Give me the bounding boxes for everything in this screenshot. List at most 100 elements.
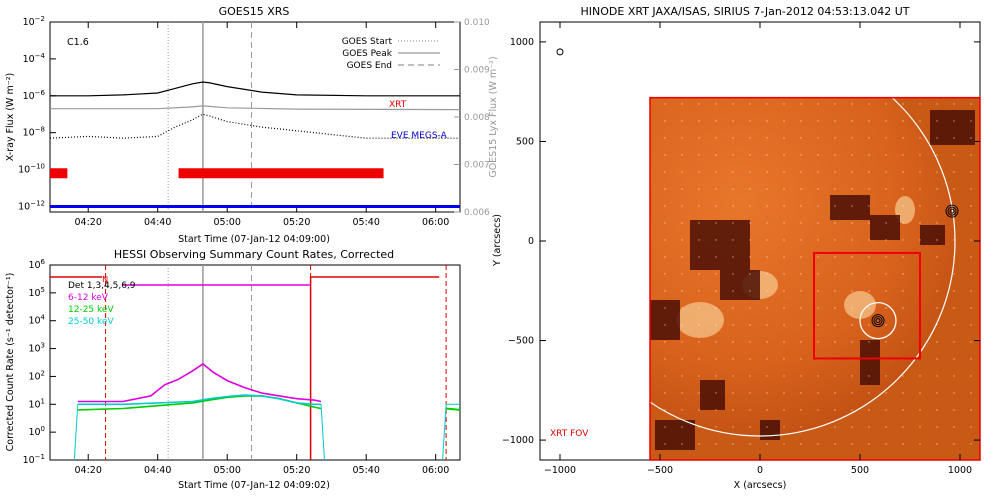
goes-plot-frame xyxy=(49,21,461,213)
xrt-x-tick-label: −1000 xyxy=(544,465,576,476)
goes-legend-label: GOES Start xyxy=(342,37,393,47)
goes-y2-label: GOES15 Lyx Flux (W m⁻²) xyxy=(488,56,499,177)
source-circle xyxy=(859,301,897,340)
hessi-y-tick-label: 10−1 xyxy=(23,453,45,466)
xrt-x-tick-label: 500 xyxy=(851,465,869,476)
hessi-legend: Det 1,3,4,5,6,9 6-12 keV 12-25 keV 25-50 ke… xyxy=(68,281,136,327)
hessi-legend-label: 12-25 keV xyxy=(68,305,114,315)
goes-y2-axis: 0.010 0.009 0.008 0.007 0.006 xyxy=(454,18,490,218)
hessi-gap-edge xyxy=(320,404,325,461)
hessi-x-tick-label: 05:20 xyxy=(283,465,310,476)
goes-y2-tick-label: 0.007 xyxy=(464,161,490,171)
goes-x-label: Start Time (07-Jan-12 04:09:00) xyxy=(178,234,330,245)
hessi-x-tick-label: 05:40 xyxy=(352,465,379,476)
hessi-series-line xyxy=(77,395,322,411)
hessi-x-label: Start Time (07-Jan-12 04:09:02) xyxy=(178,480,330,491)
hessi-green-tail xyxy=(446,407,461,411)
hessi-legend-label: 25-50 keV xyxy=(68,317,114,327)
goes-x-tick-label: 04:40 xyxy=(144,217,171,228)
solar-limb xyxy=(650,97,956,437)
xrt-title: HINODE XRT JAXA/ISAS, SIRIUS 7-Jan-2012 … xyxy=(581,5,910,18)
hessi-x-tick-label: 06:00 xyxy=(422,465,449,476)
xrt-x-axis: −1000 −500 0 500 1000 xyxy=(544,22,972,476)
xrt-sub-box xyxy=(813,251,921,360)
xrt-y-tick-label: 0 xyxy=(528,236,534,247)
hessi-panel: HESSI Observing Summary Count Rates, Cor… xyxy=(5,248,461,491)
xrt-fov-box xyxy=(649,96,981,461)
hessi-y-tick-label: 106 xyxy=(28,258,45,271)
xrt-solar-image xyxy=(556,48,981,461)
xrt-x-tick-label: 1000 xyxy=(948,465,972,476)
goes-y-tick-label: 10−6 xyxy=(23,89,46,102)
xrt-y-axis: 1000 500 0 −500 −1000 xyxy=(502,37,980,446)
goes-x-axis: 04:20 04:40 05:00 05:20 05:40 06:00 xyxy=(75,22,449,228)
series-label-eve: EVE MEGS-A xyxy=(391,131,448,141)
hessi-y-tick-label: 104 xyxy=(28,314,45,327)
goes-series-line xyxy=(50,81,460,97)
goes-x-tick-label: 06:00 xyxy=(422,217,449,228)
xrt-y-tick-label: −1000 xyxy=(502,435,534,446)
source-contour xyxy=(875,318,881,324)
source-contour xyxy=(949,208,955,214)
hessi-x-tick-label: 04:40 xyxy=(144,465,171,476)
goes-series-line xyxy=(49,113,460,139)
hessi-title: HESSI Observing Summary Count Rates, Cor… xyxy=(114,248,394,261)
goes-y-tick-label: 10−4 xyxy=(23,52,46,65)
hessi-legend-label: Det 1,3,4,5,6,9 xyxy=(68,281,136,291)
source-contour xyxy=(947,206,957,216)
hessi-plot-frame xyxy=(49,264,461,461)
source-contour xyxy=(871,314,885,328)
xrt-x-tick-label: −500 xyxy=(647,465,673,476)
goes-title: GOES15 XRS xyxy=(219,5,290,18)
goes-y-axis: 10−2 10−4 10−6 10−8 10−10 10−12 xyxy=(18,15,56,212)
hessi-gap-edge xyxy=(73,404,79,461)
goes-y-tick-label: 10−8 xyxy=(23,126,45,139)
goes-y-tick-label: 10−12 xyxy=(18,199,45,212)
xrt-panel: HINODE XRT JAXA/ISAS, SIRIUS 7-Jan-2012 … xyxy=(492,5,981,491)
xrt-y-tick-label: 1000 xyxy=(510,37,534,48)
goes-event-lines xyxy=(167,22,253,212)
goes-y2-tick-label: 0.006 xyxy=(464,208,490,218)
corner-marker xyxy=(556,48,564,56)
xrt-y-label: Y (arcsecs) xyxy=(492,214,503,267)
goes-annotation: C1.6 xyxy=(67,37,89,48)
hessi-flag-label: N xyxy=(102,275,108,284)
xrt-x-tick-label: 0 xyxy=(757,465,763,476)
hessi-series-group xyxy=(73,362,461,461)
hessi-y-axis: 106 105 104 103 102 101 100 10−1 xyxy=(23,258,56,466)
source-contour xyxy=(945,204,959,218)
hessi-series-line xyxy=(77,394,321,406)
goes-y2-tick-label: 0.010 xyxy=(464,18,490,28)
hessi-y-tick-label: 101 xyxy=(28,397,45,410)
goes-legend-label: GOES Peak xyxy=(342,49,392,59)
xrt-y-tick-label: −500 xyxy=(508,336,534,347)
goes-y-label: X-ray Flux (W m⁻²) xyxy=(5,73,16,162)
hessi-y-tick-label: 103 xyxy=(28,342,45,355)
goes-panel: GOES15 XRS 10−2 10−4 10−6 10−8 10−10 10−12 0.… xyxy=(5,5,499,245)
xrt-x-label: X (arcsecs) xyxy=(734,480,787,491)
source-contour xyxy=(873,316,883,326)
hessi-gap-edge xyxy=(442,403,460,461)
goes-y-tick-label: 10−2 xyxy=(23,15,45,28)
goes-x-tick-label: 05:20 xyxy=(283,217,310,228)
goes-y2-tick-label: 0.009 xyxy=(464,66,490,76)
hessi-y-tick-label: 100 xyxy=(28,425,45,438)
goes-x-tick-label: 05:40 xyxy=(352,217,379,228)
goes-legend: GOES Start GOES Peak GOES End xyxy=(342,37,440,71)
hessi-legend-label: 6-12 keV xyxy=(68,293,109,303)
goes-series-line xyxy=(50,105,461,111)
xrt-y-tick-label: 500 xyxy=(516,136,534,147)
goes-legend-label: GOES End xyxy=(347,61,392,71)
goes-x-tick-label: 05:00 xyxy=(214,217,241,228)
goes-y2-tick-label: 0.008 xyxy=(464,113,490,123)
hessi-event-lines: N xyxy=(50,265,447,460)
xrt-fov-label: XRT FOV xyxy=(550,429,589,439)
hessi-y-tick-label: 102 xyxy=(28,369,45,382)
xrt-coverage-bar xyxy=(178,168,384,179)
hessi-x-tick-label: 05:00 xyxy=(214,465,241,476)
series-label-xrt: XRT xyxy=(389,100,407,110)
hessi-y-tick-label: 105 xyxy=(28,286,45,299)
goes-x-tick-label: 04:20 xyxy=(75,217,102,228)
xrt-coverage-bar xyxy=(50,168,68,179)
